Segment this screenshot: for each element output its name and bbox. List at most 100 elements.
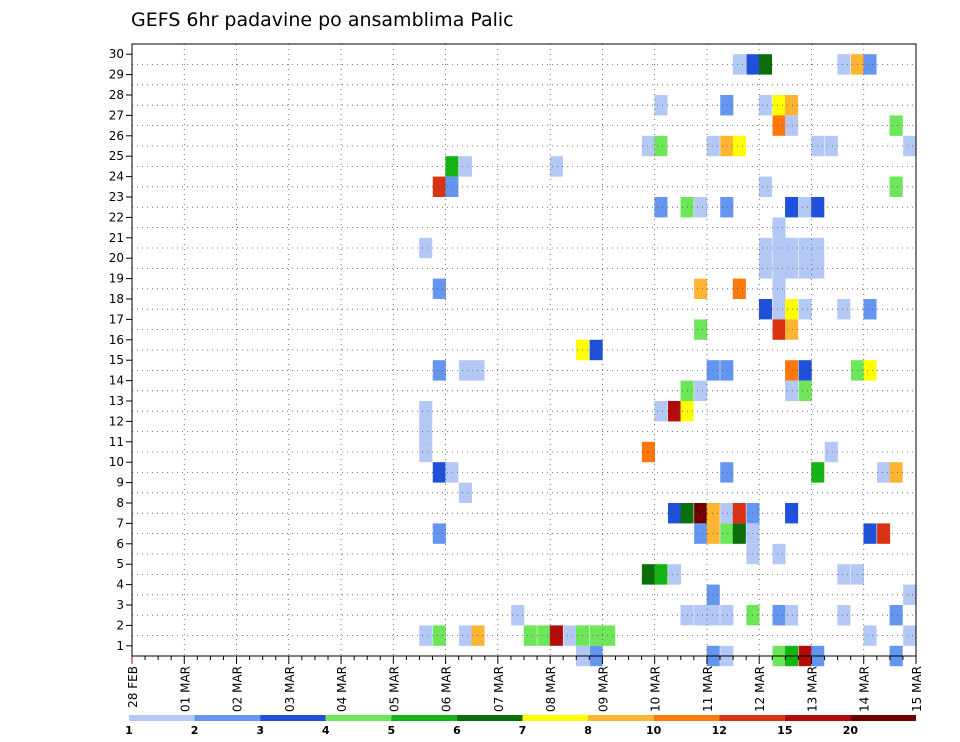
- heatmap-cell: [758, 95, 773, 116]
- heatmap-cell: [667, 503, 682, 524]
- heatmap-cell: [785, 380, 799, 401]
- heatmap-cell: [863, 360, 877, 381]
- heatmap-cell: [889, 605, 903, 626]
- heatmap-cell: [694, 380, 708, 401]
- legend-label: 12: [712, 724, 727, 737]
- heatmap-cell: [667, 401, 682, 422]
- heatmap-cells: [419, 54, 917, 667]
- legend-swatch: [194, 715, 261, 721]
- heatmap-cell: [785, 319, 799, 340]
- y-tick-label: 17: [109, 312, 124, 326]
- heatmap-cell: [758, 237, 773, 259]
- heatmap-cell: [654, 564, 668, 585]
- legend-swatch: [129, 715, 195, 721]
- heatmap-cell: [772, 95, 786, 116]
- heatmap-cell: [706, 523, 720, 544]
- y-tick-label: 29: [109, 68, 124, 82]
- legend-label: 8: [584, 724, 592, 737]
- y-tick-label: 28: [109, 88, 124, 102]
- heatmap-cell: [720, 135, 734, 157]
- heatmap-cell: [772, 258, 786, 279]
- heatmap-cell: [720, 95, 734, 116]
- heatmap-cell: [654, 135, 668, 157]
- heatmap-cell: [432, 360, 446, 381]
- y-tick-label: 10: [109, 455, 124, 469]
- y-tick-label: 11: [109, 435, 124, 449]
- heatmap-cell: [432, 462, 446, 483]
- heatmap-cell: [798, 299, 812, 320]
- legend-label: 1: [125, 724, 133, 737]
- heatmap-cell: [419, 237, 433, 259]
- heatmap-cell: [602, 625, 616, 646]
- heatmap-cell: [758, 299, 773, 320]
- heatmap-cell: [863, 54, 877, 75]
- heatmap-cell: [445, 462, 459, 483]
- y-tick-label: 3: [116, 598, 124, 612]
- x-tick-label: 10 MAR: [649, 666, 663, 712]
- heatmap-cell: [758, 176, 773, 197]
- heatmap-cell: [432, 625, 446, 646]
- heatmap-cell: [694, 278, 708, 299]
- y-tick-label: 13: [109, 394, 124, 408]
- heatmap-cell: [772, 278, 786, 299]
- heatmap-cell: [837, 54, 851, 75]
- y-tick-label: 7: [116, 516, 124, 530]
- x-tick-label: 05 MAR: [387, 666, 401, 712]
- legend-label: 15: [777, 724, 792, 737]
- heatmap-cell: [432, 523, 446, 544]
- y-tick-label: 19: [109, 272, 124, 286]
- x-tick-label: 03 MAR: [283, 666, 297, 712]
- heatmap-cell: [654, 95, 668, 116]
- heatmap-cell: [824, 135, 838, 157]
- grid: [132, 44, 916, 656]
- heatmap-cell: [458, 156, 472, 177]
- heatmap-cell: [798, 258, 812, 279]
- y-tick-label: 9: [116, 476, 124, 490]
- heatmap-cell: [732, 278, 746, 299]
- legend-label: 5: [388, 724, 396, 737]
- heatmap-cell: [419, 421, 433, 442]
- heatmap-cell: [694, 197, 708, 218]
- legend-label: 10: [646, 724, 662, 737]
- heatmap-cell: [732, 135, 746, 157]
- heatmap-cell: [432, 176, 446, 197]
- heatmap-cell: [903, 135, 917, 157]
- heatmap-cell: [419, 401, 433, 422]
- legend-swatch: [260, 715, 326, 721]
- heatmap-cell: [772, 543, 786, 565]
- heatmap-cell: [563, 625, 577, 646]
- y-tick-label: 26: [109, 129, 124, 143]
- heatmap-cell: [772, 605, 786, 626]
- y-tick-label: 6: [116, 537, 124, 551]
- heatmap-cell: [903, 584, 917, 605]
- heatmap-cell: [445, 156, 459, 177]
- heatmap-cell: [589, 625, 603, 646]
- heatmap-cell: [785, 299, 799, 320]
- y-tick-label: 24: [109, 170, 124, 184]
- y-tick-label: 12: [109, 414, 124, 428]
- legend-swatch: [653, 715, 720, 721]
- heatmap-cell: [889, 115, 903, 136]
- y-tick-label: 8: [116, 496, 124, 510]
- y-tick-label: 20: [109, 251, 124, 265]
- y-tick-label: 1: [116, 639, 124, 653]
- x-tick-label: 11 MAR: [701, 666, 715, 712]
- y-tick-label: 2: [116, 618, 124, 632]
- heatmap-cell: [458, 482, 472, 503]
- heatmap-cell: [537, 625, 551, 646]
- heatmap-cell: [798, 380, 812, 401]
- heatmap-cell: [549, 625, 563, 646]
- x-tick-label: 04 MAR: [335, 666, 349, 712]
- heatmap-cell: [458, 625, 472, 646]
- heatmap-cell: [706, 135, 720, 157]
- y-tick-label: 22: [109, 210, 124, 224]
- legend-label: 7: [519, 724, 527, 737]
- heatmap-cell: [785, 360, 799, 381]
- heatmap-cell: [758, 54, 773, 75]
- heatmap-cell: [772, 115, 786, 136]
- y-axis: 1234567891011121314151617181920212223242…: [109, 47, 132, 653]
- heatmap-cell: [720, 605, 734, 626]
- heatmap-cell: [694, 605, 708, 626]
- x-tick-label: 06 MAR: [440, 666, 454, 712]
- x-tick-label: 08 MAR: [544, 666, 558, 712]
